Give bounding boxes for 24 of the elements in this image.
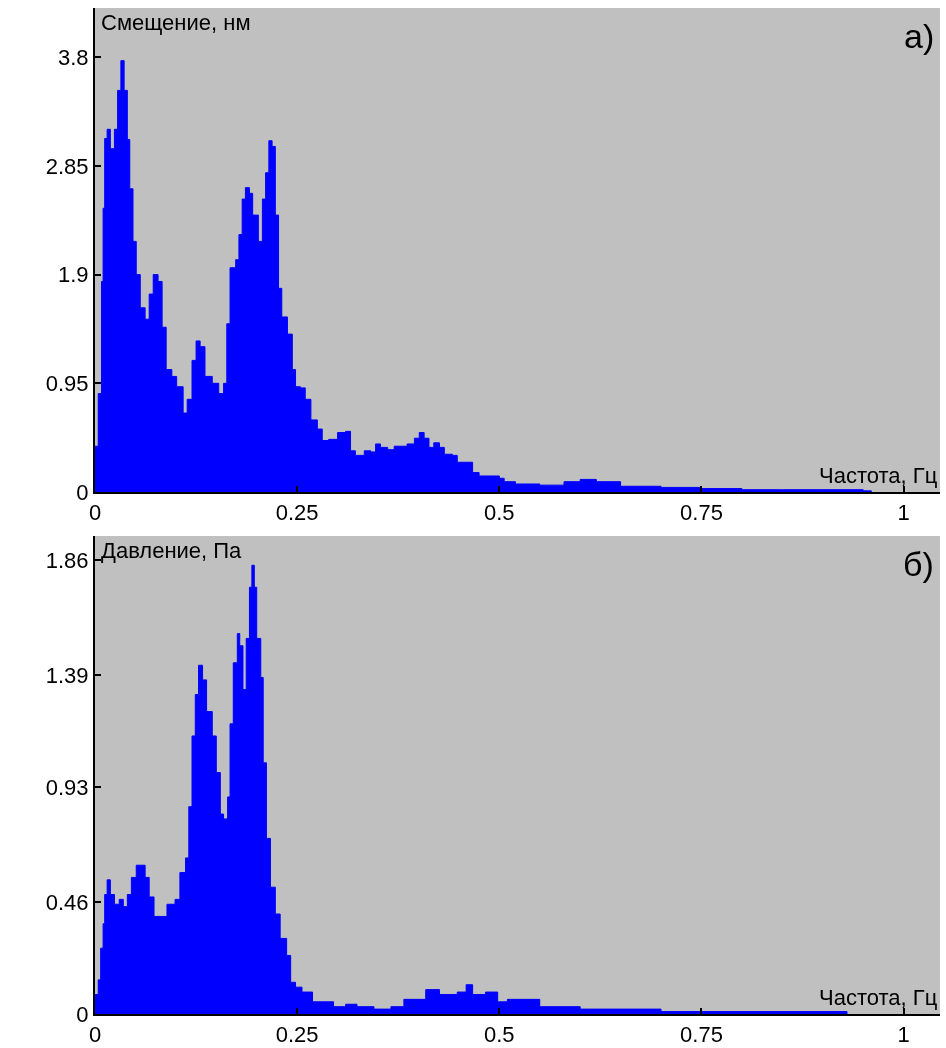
x-tick-label: 0.25 (275, 1022, 319, 1048)
y-tick-label: 0 (76, 1001, 89, 1027)
annotation: а) (904, 17, 935, 55)
y-tick-label: 0.95 (45, 371, 89, 396)
x-tick-label: 0.5 (484, 1022, 515, 1048)
x-tick-label: 1 (897, 1022, 910, 1048)
y-tick-label: 1.39 (45, 662, 89, 688)
x-tick-label: 0.75 (680, 1022, 723, 1048)
x-tick-label: 0.75 (680, 500, 723, 526)
y-tick-label: 0.93 (45, 774, 89, 800)
y-tick-label: 0.46 (45, 889, 89, 915)
y-tick-label: 3.8 (58, 44, 89, 70)
x-tick-label: 0.25 (275, 500, 319, 526)
y-axis-title: Смещение, нм (101, 10, 251, 35)
y-tick-label: 2.85 (45, 153, 89, 179)
y-tick-label: 1.9 (58, 262, 89, 288)
x-axis-title: Частота, Гц (819, 985, 938, 1010)
y-tick-label: 1.86 (45, 548, 89, 574)
x-tick-label: 0.5 (484, 500, 515, 526)
x-axis-title: Частота, Гц (819, 463, 938, 488)
y-axis-title: Давление, Па (101, 538, 243, 563)
annotation: б) (903, 545, 934, 583)
x-tick-label: 1 (897, 500, 910, 526)
y-tick-label: 0 (76, 479, 89, 505)
